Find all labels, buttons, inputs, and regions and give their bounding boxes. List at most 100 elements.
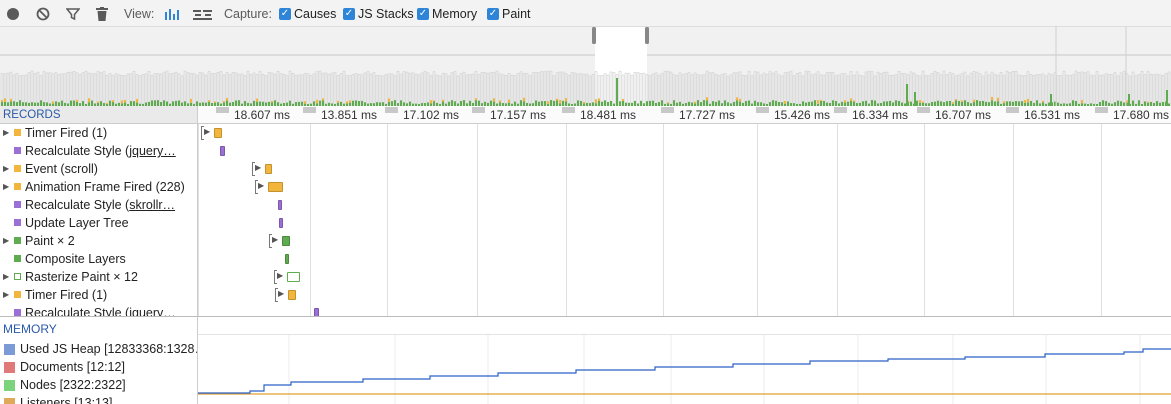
record-row[interactable]: Recalculate Style (skrollr… xyxy=(0,196,197,214)
overview-paint-bar xyxy=(1012,101,1014,106)
memory-legend: Used JS Heap [12833368:1328… Documents [1… xyxy=(0,339,198,404)
overview-paint-bar xyxy=(1120,101,1122,106)
overview-frame-bar xyxy=(306,73,310,106)
overview-paint-bar xyxy=(397,103,399,106)
overview-frame-bar xyxy=(603,73,607,106)
expand-triangle-icon[interactable]: ▶ xyxy=(277,271,284,280)
overview-paint-bar xyxy=(79,103,81,106)
overview-frame-bar xyxy=(3,73,7,106)
overview-frame-bar xyxy=(453,71,457,106)
overview-frame-bar xyxy=(519,71,523,106)
expand-triangle-icon[interactable]: ▶ xyxy=(3,128,10,137)
timeline-gridline xyxy=(1101,124,1102,316)
overview-frame-bar xyxy=(657,74,661,106)
overview-paint-bar xyxy=(328,102,330,106)
expand-triangle-icon[interactable]: ▶ xyxy=(204,127,211,136)
capture-js-stacks-checkbox[interactable]: ✓ JS Stacks xyxy=(343,0,414,27)
record-bar[interactable] xyxy=(265,164,272,174)
timeline-overview[interactable] xyxy=(0,27,1171,106)
record-row[interactable]: ▶ Event (scroll) xyxy=(0,160,197,178)
expand-triangle-icon[interactable]: ▶ xyxy=(3,164,10,173)
memory-divider[interactable] xyxy=(0,316,1171,317)
overview-paint-bar xyxy=(1075,101,1077,106)
overview-paint-bar xyxy=(418,103,420,106)
capture-paint-checkbox[interactable]: ✓ Paint xyxy=(487,0,531,27)
record-bar[interactable] xyxy=(282,236,290,246)
record-bar[interactable] xyxy=(287,272,300,282)
overview-paint-bar xyxy=(841,101,843,106)
overview-frame-bar xyxy=(897,71,901,106)
bars-view-button[interactable] xyxy=(164,0,182,27)
expand-triangle-icon[interactable]: ▶ xyxy=(3,182,10,191)
expand-triangle-icon[interactable]: ▶ xyxy=(3,236,10,245)
overview-paint-bar xyxy=(1126,102,1128,106)
overview-frame-bar xyxy=(474,71,478,106)
record-source-link[interactable]: jquery… xyxy=(129,144,176,158)
record-button[interactable] xyxy=(6,0,20,27)
overview-paint-bar xyxy=(991,100,993,106)
overview-frame-bar xyxy=(921,70,925,106)
record-bar[interactable] xyxy=(288,290,296,300)
record-row[interactable]: ▶ Paint × 2 xyxy=(0,232,197,250)
flame-view-button[interactable] xyxy=(193,0,213,27)
overview-frame-bar xyxy=(1062,70,1066,106)
record-row[interactable]: ▶ Animation Frame Fired (228) xyxy=(0,178,197,196)
expand-triangle-icon[interactable]: ▶ xyxy=(272,235,279,244)
overview-paint-bar xyxy=(64,102,66,106)
overview-paint-bar xyxy=(727,102,729,106)
capture-causes-checkbox[interactable]: ✓ Causes xyxy=(279,0,336,27)
record-bar[interactable] xyxy=(268,182,283,192)
overview-paint-bar xyxy=(577,100,579,106)
overview-paint-bar xyxy=(931,101,933,106)
record-row[interactable]: Recalculate Style (jquery… xyxy=(0,142,197,160)
overview-frame-bar xyxy=(1134,75,1138,106)
overview-paint-bar xyxy=(667,103,669,106)
record-row[interactable]: ▶ Timer Fired (1) xyxy=(0,124,197,142)
bars-view-icon xyxy=(165,8,179,20)
record-bar[interactable] xyxy=(285,254,289,264)
record-row[interactable]: Update Layer Tree xyxy=(0,214,197,232)
overview-paint-bar xyxy=(793,103,795,106)
overview-frame-bar xyxy=(975,71,979,106)
overview-paint-bar xyxy=(181,102,183,106)
overview-script-bar xyxy=(271,101,273,103)
overview-frame-bar xyxy=(525,73,529,106)
selection-left-handle[interactable] xyxy=(592,27,596,44)
overview-frame-bar xyxy=(1077,72,1081,106)
record-label-text: Update Layer Tree xyxy=(25,216,129,230)
record-label: Paint × 2 xyxy=(25,232,75,250)
overview-script-bar xyxy=(124,99,126,103)
capture-memory-checkbox[interactable]: ✓ Memory xyxy=(417,0,477,27)
expand-triangle-icon[interactable]: ▶ xyxy=(278,289,285,298)
overview-spike-bar xyxy=(616,78,618,106)
record-bar[interactable] xyxy=(220,146,225,156)
record-row[interactable]: Recalculate Style (jquery… xyxy=(0,304,197,316)
overview-paint-bar xyxy=(982,100,984,106)
record-row[interactable]: Composite Layers xyxy=(0,250,197,268)
record-source-link[interactable]: skrollr… xyxy=(129,198,176,212)
selection-right-handle[interactable] xyxy=(645,27,649,44)
record-bar[interactable] xyxy=(214,128,222,138)
filter-button[interactable] xyxy=(66,0,80,27)
overview-frame-bar xyxy=(81,72,85,106)
record-row[interactable]: ▶ Timer Fired (1) xyxy=(0,286,197,304)
overview-frame-bar xyxy=(552,75,556,106)
overview-frame-bar xyxy=(321,72,325,106)
overview-script-bar xyxy=(349,100,351,103)
memory-counter-label: Used JS Heap [12833368:1328… xyxy=(20,342,198,356)
record-source-link[interactable]: jquery… xyxy=(129,306,176,316)
overview-paint-bar xyxy=(607,101,609,106)
expand-triangle-icon[interactable]: ▶ xyxy=(3,272,10,281)
expand-triangle-icon[interactable]: ▶ xyxy=(258,181,265,190)
expand-triangle-icon[interactable]: ▶ xyxy=(3,290,10,299)
record-row[interactable]: ▶ Rasterize Paint × 12 xyxy=(0,268,197,286)
garbage-collect-button[interactable] xyxy=(96,0,108,27)
clear-button[interactable] xyxy=(36,0,50,27)
overview-paint-bar xyxy=(742,102,744,106)
record-bar[interactable] xyxy=(314,308,319,316)
record-bar[interactable] xyxy=(279,218,283,228)
overview-frame-bar xyxy=(126,73,130,106)
overview-paint-bar xyxy=(529,103,531,106)
record-bar[interactable] xyxy=(278,200,282,210)
expand-triangle-icon[interactable]: ▶ xyxy=(255,163,262,172)
